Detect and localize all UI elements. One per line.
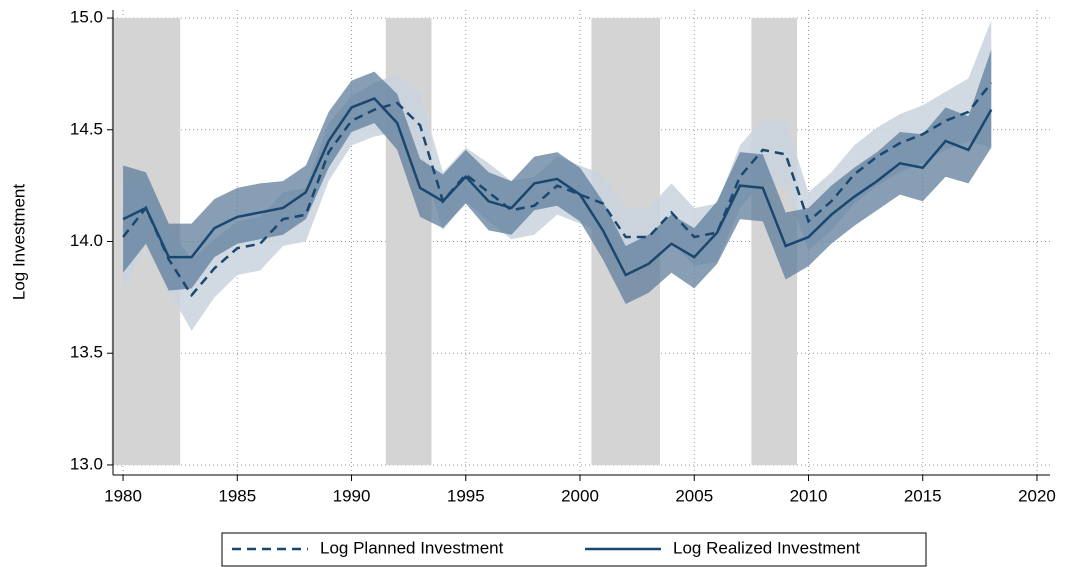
x-tick-label: 1980 [104, 486, 142, 505]
x-tick-label: 1995 [447, 486, 485, 505]
x-tick-label: 2020 [1018, 486, 1056, 505]
y-tick-label: 14.0 [70, 231, 103, 250]
x-tick-label: 2000 [561, 486, 599, 505]
x-tick-label: 2005 [675, 486, 713, 505]
confidence-band [123, 49, 992, 305]
legend-box [221, 532, 927, 567]
y-tick-label: 13.5 [70, 343, 103, 362]
x-tick-label: 1985 [218, 486, 256, 505]
x-tick-label: 2015 [904, 486, 942, 505]
legend-label: Log Planned Investment [320, 538, 504, 557]
series-line [122, 97, 993, 277]
y-axis-label: Log Investment [9, 184, 28, 301]
y-tick-label: 14.5 [70, 119, 103, 138]
series-line [122, 82, 993, 298]
y-tick-label: 15.0 [70, 8, 103, 27]
y-tick-label: 13.0 [70, 454, 103, 473]
x-tick-label: 2010 [790, 486, 828, 505]
legend-label: Log Realized Investment [673, 538, 860, 557]
x-tick-label: 1990 [333, 486, 371, 505]
